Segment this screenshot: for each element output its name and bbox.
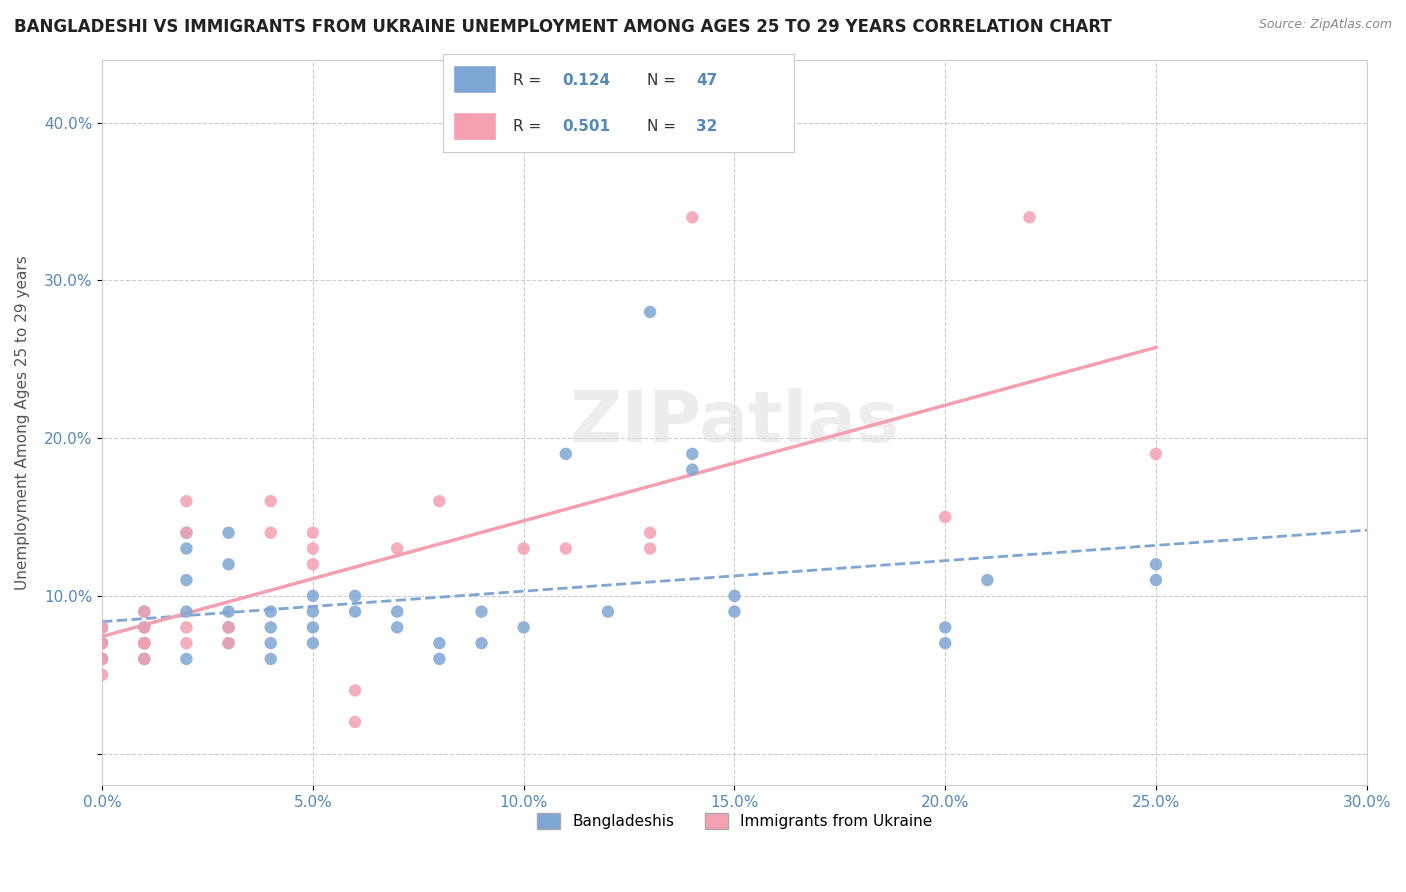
Text: N =: N =: [647, 119, 681, 134]
Point: [302, 541, 325, 556]
Point: [638, 305, 661, 319]
Point: [134, 605, 156, 619]
Point: [344, 589, 367, 603]
Point: [554, 541, 576, 556]
Point: [934, 620, 956, 634]
Point: [218, 558, 240, 572]
Point: [512, 620, 534, 634]
Point: [218, 620, 240, 634]
Text: 0.501: 0.501: [562, 119, 610, 134]
Point: [260, 525, 283, 540]
Point: [681, 211, 703, 225]
Point: [176, 620, 198, 634]
Point: [470, 636, 492, 650]
Point: [302, 589, 325, 603]
Text: R =: R =: [513, 119, 547, 134]
Point: [176, 636, 198, 650]
Point: [176, 573, 198, 587]
Point: [554, 447, 576, 461]
Point: [1144, 558, 1167, 572]
Text: Source: ZipAtlas.com: Source: ZipAtlas.com: [1258, 18, 1392, 31]
Point: [385, 605, 408, 619]
Point: [638, 541, 661, 556]
Point: [976, 573, 998, 587]
Text: 0.124: 0.124: [562, 72, 610, 87]
Point: [681, 463, 703, 477]
Point: [1018, 211, 1040, 225]
Text: ZIPatlas: ZIPatlas: [569, 388, 900, 457]
Point: [302, 558, 325, 572]
Point: [302, 605, 325, 619]
Point: [470, 605, 492, 619]
Point: [427, 494, 450, 508]
Point: [91, 667, 114, 681]
Point: [218, 620, 240, 634]
Point: [385, 541, 408, 556]
Point: [638, 525, 661, 540]
Point: [260, 652, 283, 666]
Point: [427, 652, 450, 666]
Point: [218, 636, 240, 650]
Point: [134, 620, 156, 634]
Point: [218, 525, 240, 540]
Point: [344, 714, 367, 729]
Point: [260, 620, 283, 634]
Point: [91, 620, 114, 634]
Point: [596, 605, 619, 619]
Point: [134, 652, 156, 666]
Point: [344, 683, 367, 698]
Text: 47: 47: [696, 72, 717, 87]
Point: [723, 589, 745, 603]
Point: [91, 636, 114, 650]
Text: R =: R =: [513, 72, 547, 87]
Point: [134, 636, 156, 650]
Point: [344, 605, 367, 619]
Point: [385, 620, 408, 634]
Point: [260, 494, 283, 508]
Point: [134, 636, 156, 650]
Point: [218, 636, 240, 650]
Point: [91, 620, 114, 634]
Point: [260, 605, 283, 619]
Point: [512, 541, 534, 556]
Point: [302, 525, 325, 540]
Point: [302, 636, 325, 650]
Point: [681, 447, 703, 461]
Text: 32: 32: [696, 119, 717, 134]
Point: [176, 605, 198, 619]
Text: N =: N =: [647, 72, 681, 87]
Point: [176, 525, 198, 540]
Point: [260, 636, 283, 650]
Y-axis label: Unemployment Among Ages 25 to 29 years: Unemployment Among Ages 25 to 29 years: [15, 255, 30, 590]
Point: [427, 636, 450, 650]
Point: [134, 652, 156, 666]
Point: [176, 525, 198, 540]
Text: BANGLADESHI VS IMMIGRANTS FROM UKRAINE UNEMPLOYMENT AMONG AGES 25 TO 29 YEARS CO: BANGLADESHI VS IMMIGRANTS FROM UKRAINE U…: [14, 18, 1112, 36]
Point: [134, 605, 156, 619]
Point: [91, 652, 114, 666]
Legend: Bangladeshis, Immigrants from Ukraine: Bangladeshis, Immigrants from Ukraine: [531, 807, 938, 836]
Point: [218, 605, 240, 619]
Point: [302, 620, 325, 634]
Point: [134, 636, 156, 650]
Point: [1144, 447, 1167, 461]
Point: [91, 652, 114, 666]
FancyBboxPatch shape: [453, 65, 495, 93]
Point: [1144, 573, 1167, 587]
Point: [176, 494, 198, 508]
Point: [723, 605, 745, 619]
Point: [934, 510, 956, 524]
Point: [91, 636, 114, 650]
Point: [176, 541, 198, 556]
FancyBboxPatch shape: [453, 112, 495, 140]
Point: [134, 620, 156, 634]
Point: [934, 636, 956, 650]
Point: [176, 652, 198, 666]
Point: [134, 636, 156, 650]
